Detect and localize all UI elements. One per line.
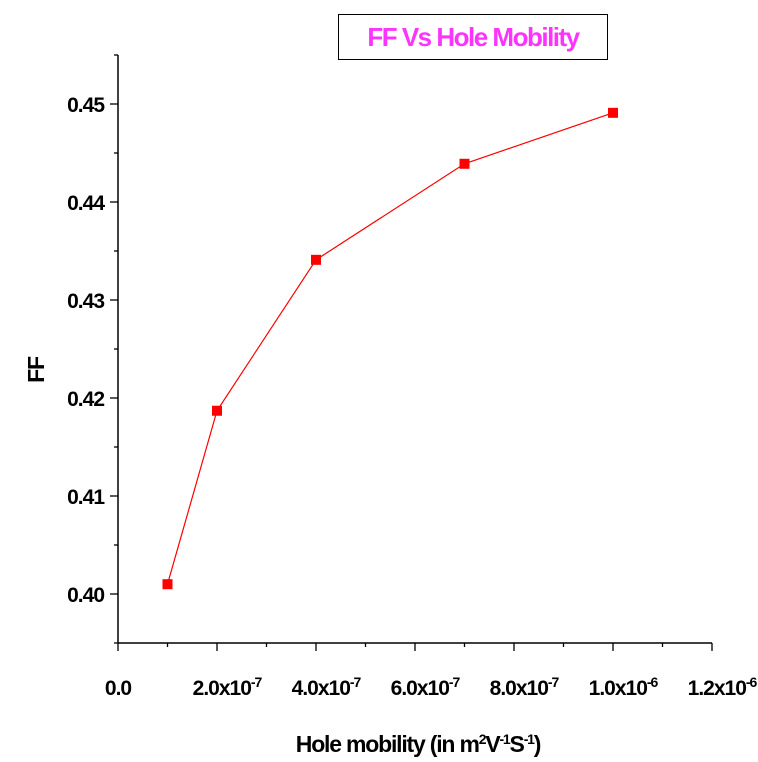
- series: [162, 107, 618, 590]
- data-point: [162, 579, 173, 590]
- x-tick-label: 1.2x10-6: [688, 674, 758, 700]
- x-tick-label: 0.0: [105, 677, 132, 700]
- data-point: [459, 158, 470, 169]
- series-line: [166, 112, 614, 585]
- data-point: [608, 107, 618, 118]
- x-axis-title-sup2: -1: [499, 731, 510, 747]
- tick-labels: 0.40 0.41 0.42 0.43 0.44 0.45 0.0 2.0x10-7 4.0x1…: [67, 94, 758, 700]
- x-tick-label: 6.0x10-7: [391, 674, 461, 700]
- y-tick-label: 0.41: [67, 486, 105, 509]
- data-point: [311, 254, 321, 265]
- x-tick-label: 1.0x10-6: [589, 674, 659, 700]
- x-axis-title-mid1: V: [485, 731, 501, 757]
- x-axis-title: Hole mobility (in m2V-1S-1): [296, 731, 541, 757]
- x-axis-title-main: Hole mobility (in m: [296, 731, 480, 757]
- chart-title-box: FF Vs Hole Mobility: [338, 14, 608, 60]
- y-tick-label: 0.40: [67, 584, 104, 607]
- y-tick-label: 0.45: [67, 94, 105, 117]
- y-tick-label: 0.42: [67, 388, 104, 411]
- x-axis-title-end: ): [534, 731, 541, 757]
- ticks: [110, 54, 713, 651]
- x-axis-title-sup1: 2: [479, 731, 487, 747]
- y-tick-label: 0.44: [67, 192, 105, 215]
- chart-title: FF Vs Hole Mobility: [367, 21, 580, 52]
- y-tick-label: 0.43: [67, 290, 104, 313]
- axes: [117, 55, 712, 644]
- y-axis-title: FF: [23, 356, 49, 383]
- x-axis-title-sup3: -1: [524, 731, 535, 747]
- data-point: [212, 405, 222, 416]
- x-axis-title-mid2: S: [510, 731, 525, 757]
- x-tick-label: 8.0x10-7: [490, 674, 560, 700]
- x-tick-label: 2.0x10-7: [193, 674, 263, 700]
- x-tick-label: 4.0x10-7: [292, 674, 362, 700]
